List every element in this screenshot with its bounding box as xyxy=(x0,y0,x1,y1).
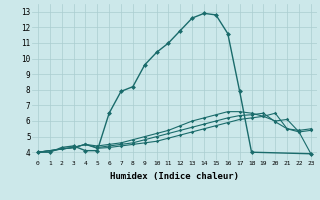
X-axis label: Humidex (Indice chaleur): Humidex (Indice chaleur) xyxy=(110,172,239,181)
